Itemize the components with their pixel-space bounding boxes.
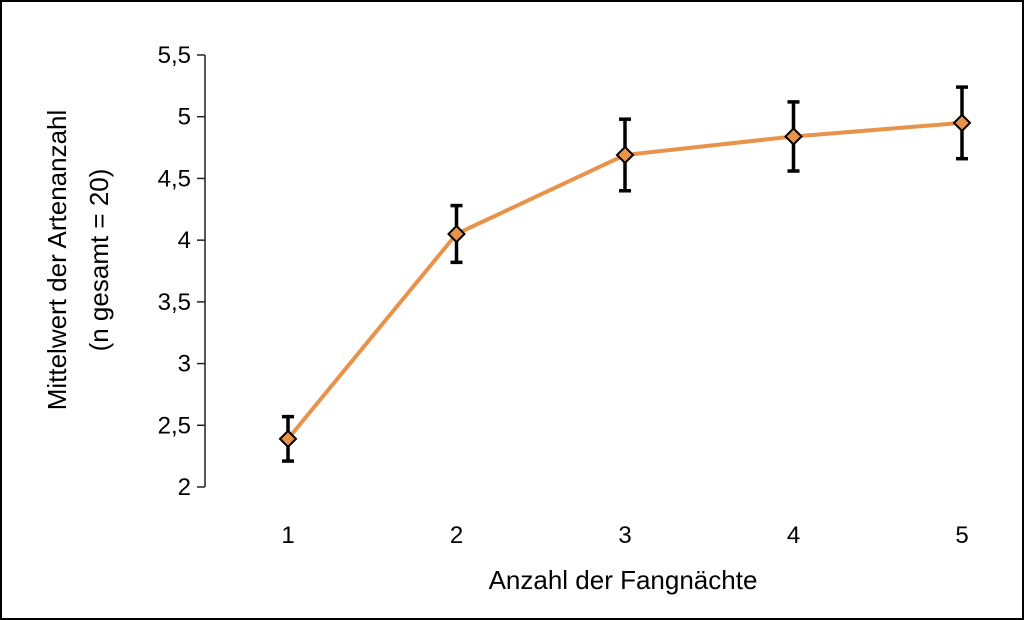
x-tick-label: 1 [281,522,294,549]
y-tick-label: 5 [178,104,191,131]
y-axis-title: Mittelwert der Artenanzahl (n gesamt = 2… [42,110,114,411]
series-layer [278,85,972,463]
y-axis-title-line-1: Mittelwert der Artenanzahl [42,110,72,411]
y-axis-ticks: 2 2,5 3 3,5 4 4,5 5 5,5 [158,42,205,501]
y-tick-label: 2 [178,474,191,501]
x-axis-title: Anzahl der Fangnächte [489,565,758,595]
y-tick-label: 4 [178,227,191,254]
x-axis-ticks: 1 2 3 4 5 [281,522,968,549]
x-tick-label: 5 [955,522,968,549]
x-tick-label: 2 [450,522,463,549]
y-tick-label: 5,5 [158,42,191,69]
y-axis-title-line-2: (n gesamt = 20) [84,169,114,352]
data-point-marker [447,224,466,244]
data-point-marker [784,127,803,146]
y-tick-label: 2,5 [158,412,191,439]
y-tick-label: 3 [178,351,191,378]
data-point-marker [278,429,298,449]
data-point-marker [615,145,635,165]
y-tick-label: 4,5 [158,165,191,192]
x-tick-label: 3 [618,522,631,549]
data-point-marker [952,113,972,133]
y-tick-label: 3,5 [158,289,191,316]
x-tick-label: 4 [787,522,800,549]
